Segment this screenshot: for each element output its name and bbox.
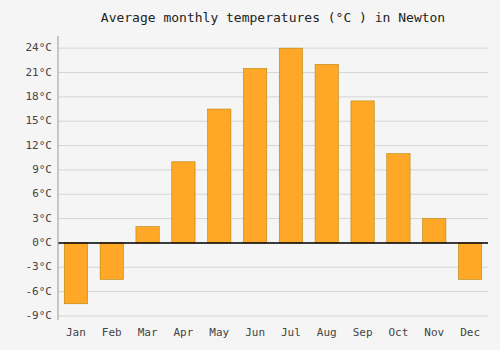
grid-line	[58, 291, 488, 292]
grid-line	[58, 72, 488, 73]
y-tick-label: 0°C	[32, 236, 52, 249]
y-tick-label: 9°C	[32, 163, 52, 176]
grid-line	[58, 121, 488, 122]
y-tick-label: -9°C	[26, 309, 53, 322]
y-tick-label: 3°C	[32, 212, 52, 225]
grid-line	[58, 315, 488, 316]
bar	[243, 68, 266, 242]
grid-line	[58, 96, 488, 97]
grid-line	[58, 169, 488, 170]
bar	[208, 109, 231, 243]
bar	[136, 227, 159, 243]
x-tick-label: Aug	[317, 326, 337, 339]
grid-line	[58, 48, 488, 49]
bar	[100, 243, 123, 280]
x-tick-label: Oct	[388, 326, 408, 339]
title: Average monthly temperatures (°C ) in Ne…	[101, 10, 445, 25]
bar	[351, 101, 374, 243]
bars	[64, 48, 481, 304]
background	[0, 0, 500, 350]
x-tick-label: Jun	[245, 326, 265, 339]
y-axis-line	[58, 36, 59, 320]
zero-line	[58, 242, 488, 244]
bar	[458, 243, 481, 280]
x-tick-label: May	[209, 326, 229, 339]
y-tick-label: -6°C	[26, 285, 53, 298]
x-tick-label: Nov	[424, 326, 444, 339]
bar	[423, 219, 446, 243]
x-tick-label: Jul	[281, 326, 301, 339]
grid-line	[58, 145, 488, 146]
bar	[315, 64, 338, 243]
bar	[64, 243, 87, 304]
y-tick-label: -3°C	[26, 260, 53, 273]
y-tick-label: 6°C	[32, 187, 52, 200]
y-tick-label: 24°C	[26, 41, 53, 54]
x-tick-label: Apr	[173, 326, 193, 339]
grid-line	[58, 242, 488, 243]
y-tick-label: 15°C	[26, 114, 53, 127]
y-tick-label: 12°C	[26, 139, 53, 152]
y-tick-label: 21°C	[26, 66, 53, 79]
y-tick-label: 18°C	[26, 90, 53, 103]
chart: -9°C -6°C -3°C 0°C 3°C 6°C 9°C 12°C 15°C 18°C 21°C…	[0, 0, 500, 350]
x-tick-label: Mar	[138, 326, 158, 339]
grid-line	[58, 194, 488, 195]
bar	[172, 162, 195, 243]
x-tick-label: Jan	[66, 326, 86, 339]
x-tick-label: Dec	[460, 326, 480, 339]
grid	[58, 48, 488, 316]
x-tick-label: Sep	[353, 326, 373, 339]
bar	[279, 48, 302, 243]
bar	[387, 154, 410, 243]
x-tick-label: Feb	[102, 326, 122, 339]
